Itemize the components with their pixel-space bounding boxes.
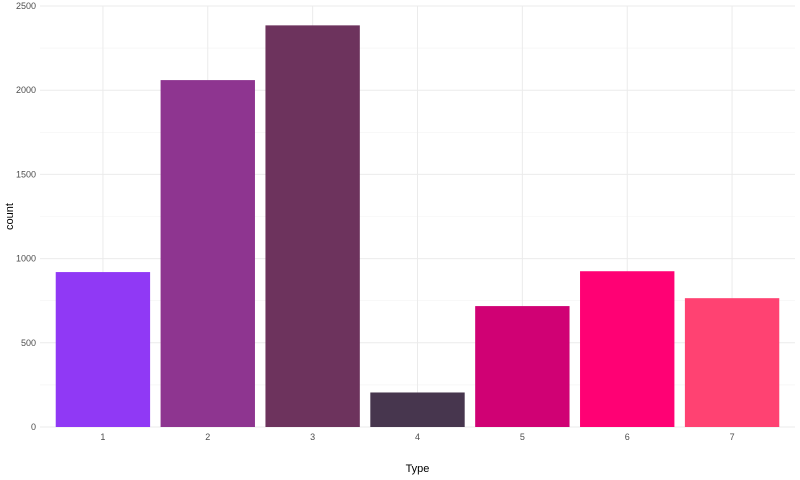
x-tick-label: 5	[520, 432, 525, 442]
x-tick-label: 4	[415, 432, 420, 442]
bar-type-6	[580, 271, 675, 427]
bar-type-4	[370, 392, 465, 427]
bars	[55, 25, 780, 428]
y-tick-label: 1000	[16, 254, 36, 264]
y-tick-label: 500	[21, 338, 36, 348]
x-tick-label: 6	[625, 432, 630, 442]
bar-type-5	[475, 306, 570, 427]
grid	[40, 5, 795, 428]
y-axis-title: count	[4, 203, 16, 230]
x-tick-label: 3	[310, 432, 315, 442]
x-tick-label: 7	[730, 432, 735, 442]
y-tick-label: 1500	[16, 169, 36, 179]
y-tick-label: 2000	[16, 85, 36, 95]
bar-type-1	[55, 272, 151, 427]
bar-type-3	[265, 25, 360, 428]
y-tick-label: 2500	[16, 1, 36, 11]
y-tick-label: 0	[31, 422, 36, 432]
x-axis-ticks: 1 2 3 4 5 6 7	[100, 432, 734, 442]
y-axis-ticks: 0 500 1000 1500 2000 2500	[16, 1, 36, 432]
x-tick-label: 2	[205, 432, 210, 442]
x-axis-title: Type	[406, 463, 430, 475]
bar-type-2	[160, 80, 255, 427]
x-tick-label: 1	[100, 432, 105, 442]
bar-type-7	[684, 298, 780, 427]
